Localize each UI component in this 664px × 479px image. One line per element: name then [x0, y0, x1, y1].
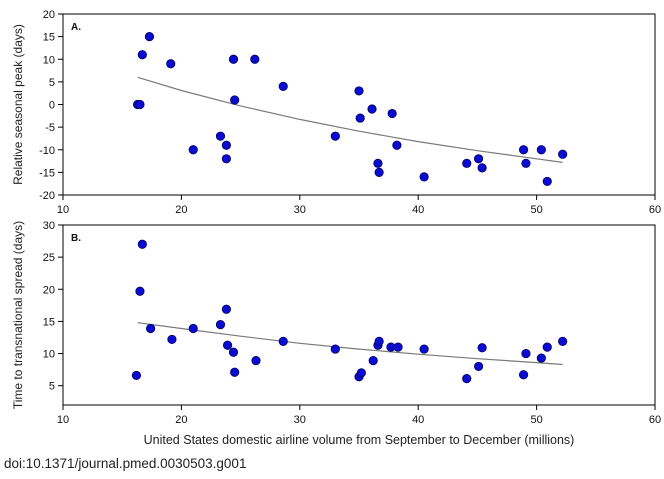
data-point: [542, 176, 552, 187]
data-point: [419, 172, 429, 182]
y-axis-label: Relative seasonal peak (days): [11, 24, 25, 185]
x-tick-label: 30: [294, 204, 306, 216]
data-point: [419, 344, 429, 354]
x-tick-label: 60: [649, 414, 661, 426]
y-tick-label: 10: [43, 349, 55, 361]
data-point: [228, 347, 239, 357]
data-point: [278, 336, 288, 346]
data-point: [146, 323, 156, 334]
x-tick-label: 30: [294, 414, 306, 426]
panel-label: B.: [71, 233, 81, 244]
data-point: [392, 140, 402, 150]
data-point: [518, 370, 529, 380]
data-point: [473, 154, 484, 164]
data-point: [188, 145, 198, 155]
data-point: [558, 336, 568, 346]
data-point: [144, 32, 155, 42]
data-point: [167, 334, 177, 345]
data-point: [521, 348, 531, 359]
data-point: [462, 374, 472, 384]
data-point: [542, 342, 552, 352]
data-point: [230, 95, 240, 105]
data-point: [355, 113, 365, 123]
data-point: [251, 356, 261, 366]
data-point: [367, 104, 377, 114]
data-point: [221, 140, 231, 150]
data-point: [558, 149, 568, 159]
y-tick-label: -10: [39, 145, 55, 157]
data-point: [393, 342, 403, 352]
y-tick-label: -20: [39, 190, 55, 202]
y-tick-label: 20: [43, 9, 55, 21]
panel-b: 5 10 15 20 25 30 10 20 30 40 50 60 Time to transnati…: [11, 220, 661, 426]
y-tick-label: 15: [43, 32, 55, 44]
data-point: [166, 59, 176, 69]
y-tick-label: 30: [43, 220, 55, 232]
y-tick-label: -15: [39, 167, 55, 179]
data-point: [521, 158, 531, 168]
data-point: [222, 340, 233, 350]
data-point: [368, 356, 378, 366]
data-point: [477, 343, 487, 353]
data-point: [221, 304, 231, 314]
data-point: [374, 167, 384, 177]
plot-frame: [62, 13, 656, 196]
data-point: [137, 239, 147, 249]
y-tick-label: 0: [49, 100, 55, 112]
panel-a: -20 -15 -10 -5 0 5 10 15 20 10 20 30 40 50 60 Relative …: [11, 9, 661, 216]
y-tick-label: -5: [45, 122, 55, 134]
fit-curve: [137, 76, 563, 163]
x-tick-label: 60: [649, 204, 661, 216]
data-point: [278, 81, 288, 92]
y-tick-label: 15: [43, 316, 55, 328]
y-axis-label: Time to transnational spread (days): [11, 221, 25, 409]
y-tick-label: 10: [43, 54, 55, 66]
data-point: [230, 367, 240, 377]
plot-frame: [62, 224, 656, 406]
data-point: [536, 145, 546, 155]
x-tick-label: 10: [57, 204, 69, 216]
x-tick-label: 40: [412, 204, 424, 216]
data-point: [131, 370, 142, 381]
data-point: [518, 145, 529, 155]
data-point: [228, 54, 239, 64]
data-point: [215, 131, 226, 141]
data-point: [473, 361, 484, 372]
y-tick-label: 20: [43, 284, 55, 296]
data-point: [374, 336, 384, 346]
data-point: [356, 368, 366, 378]
y-tick-label: 5: [49, 77, 55, 89]
data-point: [188, 323, 198, 334]
figure-caption: doi:10.1371/journal.pmed.0030503.g001: [4, 456, 247, 471]
data-point: [477, 163, 487, 173]
data-point: [215, 320, 226, 330]
x-tick-label: 20: [175, 204, 187, 216]
x-axis-label: United States domestic airline volume fr…: [144, 433, 575, 447]
data-point: [135, 99, 145, 110]
x-tick-label: 50: [530, 414, 542, 426]
data-point: [135, 286, 145, 296]
data-point: [373, 158, 383, 168]
x-tick-label: 40: [412, 414, 424, 426]
data-point: [221, 154, 231, 164]
y-tick-label: 25: [43, 252, 55, 264]
x-tick-label: 50: [530, 204, 542, 216]
data-point: [536, 353, 546, 363]
x-tick-label: 20: [175, 414, 187, 426]
data-point: [330, 131, 340, 141]
data-point: [387, 108, 397, 119]
data-point: [462, 158, 472, 168]
y-tick-label: 5: [49, 381, 55, 393]
data-point: [354, 86, 364, 96]
data-point: [250, 54, 260, 64]
data-point: [330, 344, 340, 354]
data-point: [137, 50, 147, 60]
fit-curve: [137, 322, 563, 366]
panel-label: A.: [71, 22, 81, 33]
x-tick-label: 10: [57, 414, 69, 426]
